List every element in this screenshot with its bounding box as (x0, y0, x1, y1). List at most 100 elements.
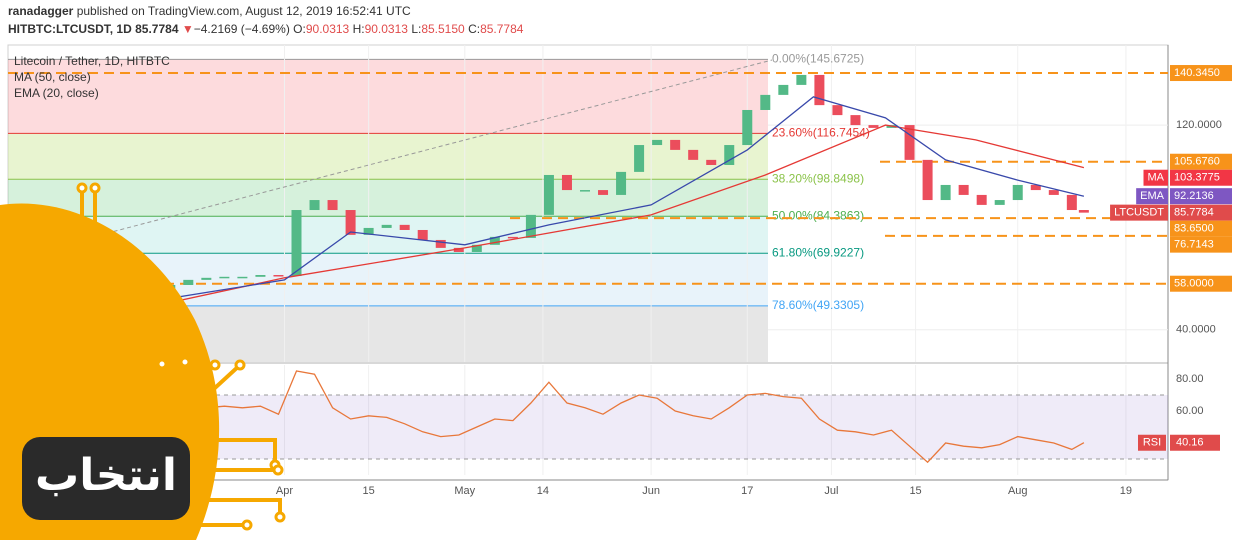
x-tick-label: 14 (537, 485, 549, 497)
indicator-legend: EMA (20, close) (14, 86, 99, 100)
candle (778, 84, 789, 95)
candle (327, 200, 338, 211)
candle (814, 74, 825, 106)
x-tick-label: Apr (276, 485, 293, 497)
rsi-tick-label: 80.00 (1176, 373, 1204, 385)
fib-label: 78.60%(49.3305) (772, 298, 864, 312)
trend-line (99, 59, 773, 236)
candle (237, 276, 248, 279)
x-tick-label: May (454, 485, 475, 497)
price-label: 58.0000 (1174, 278, 1214, 290)
ohlc-label: L: (411, 22, 421, 36)
candle (1066, 194, 1077, 211)
price-label-box (1170, 236, 1232, 253)
fib-label: 0.00%(145.6725) (772, 52, 864, 66)
x-tick-label: 19 (1120, 485, 1132, 497)
rsi-tick-label: 60.00 (1176, 405, 1204, 417)
candle (958, 184, 969, 195)
ohlc-label: C: (468, 22, 480, 36)
author: ranadagger (8, 4, 74, 18)
candle (471, 244, 482, 252)
fib-band (8, 59, 768, 134)
candle (273, 275, 284, 277)
indicator-legend: MA (50, close) (14, 70, 91, 84)
candle (598, 190, 609, 195)
candle (1012, 184, 1023, 201)
ohlc-value: 90.0313 (365, 22, 409, 36)
price-label-name: EMA (1140, 190, 1165, 202)
circuit (80, 188, 282, 527)
price-label-name-box (1143, 169, 1168, 186)
candle (453, 247, 464, 252)
ohlc-label: O: (293, 22, 306, 36)
candle (1048, 190, 1059, 195)
candle (724, 145, 735, 165)
candle (489, 236, 500, 245)
line (98, 124, 1085, 319)
published: published on TradingView.com, August 12,… (73, 4, 411, 18)
candle (706, 159, 717, 165)
price-label: 140.3450 (1174, 67, 1220, 79)
line (98, 370, 1085, 464)
x-tick-label: Jun (642, 485, 660, 497)
x-tick-label: Aug (1008, 485, 1028, 497)
candle (742, 109, 753, 146)
candle (363, 227, 374, 235)
candle (688, 149, 699, 160)
candle (507, 236, 518, 239)
symbol: HITBTC:LTCUSDT, 1D (8, 22, 132, 36)
price-label: 76.7143 (1174, 239, 1214, 251)
chart-title: Litecoin / Tether, 1D, HITBTC (14, 54, 170, 68)
candle (417, 229, 428, 240)
candle (850, 115, 861, 126)
candle (219, 276, 230, 279)
candle (1078, 210, 1089, 213)
price-label: 103.3775 (1174, 172, 1220, 184)
price-label-name-box (1110, 204, 1168, 221)
fib-label: 38.20%(98.8498) (772, 171, 864, 185)
price-label: 85.7784 (1174, 207, 1214, 219)
price-label-name-box (1136, 188, 1168, 205)
candle (561, 174, 572, 191)
logo-text: انتخاب (35, 450, 177, 501)
price-label: 83.6500 (1174, 223, 1214, 235)
candle (525, 214, 536, 238)
candle (1030, 184, 1041, 191)
candle (904, 125, 915, 160)
candle (652, 139, 663, 146)
fib-band (8, 179, 768, 217)
fib-label: 23.60%(116.7454) (772, 126, 870, 140)
candle (994, 200, 1005, 205)
logo-box (22, 437, 190, 520)
watermark-logo: انتخاب (0, 182, 286, 540)
price-label-box (1170, 220, 1232, 237)
x-tick-label: 17 (741, 485, 753, 497)
candle (670, 139, 681, 150)
price-axis: Apr 15 May 14 Jun 17 Jul 15 Aug 19 140.3450 105.676… (276, 65, 1232, 497)
symbol-line: HITBTC:LTCUSDT, 1D 85.7784 ▼−4.2169 (−4.… (8, 22, 524, 36)
candle (832, 105, 843, 116)
price-label-box (1170, 275, 1232, 292)
candle (922, 159, 933, 201)
price-label-name: LTCUSDT (1114, 207, 1164, 219)
rsi-label-box (1170, 434, 1220, 451)
candle (399, 224, 410, 230)
candle (201, 277, 212, 280)
plot: 0.00%(145.6725) 23.60%(116.7454) 38.20%(98… (8, 52, 1168, 464)
candle (868, 125, 879, 128)
fib-label: 50.00%(84.3863) (772, 208, 864, 222)
y-tick-label: 120.0000 (1176, 119, 1222, 131)
candle (616, 171, 627, 195)
candle (435, 239, 446, 248)
arrow: ▼ (182, 22, 194, 36)
candle (940, 184, 951, 201)
x-tick-label: 15 (362, 485, 374, 497)
x-tick-label: 15 (909, 485, 921, 497)
candle (345, 210, 356, 235)
candle (543, 174, 554, 215)
price-label-name: MA (1148, 172, 1165, 184)
ohlc-label: H: (353, 22, 365, 36)
price-label-box (1170, 153, 1232, 170)
candle (976, 194, 987, 205)
last-price: 85.7784 (135, 22, 179, 36)
